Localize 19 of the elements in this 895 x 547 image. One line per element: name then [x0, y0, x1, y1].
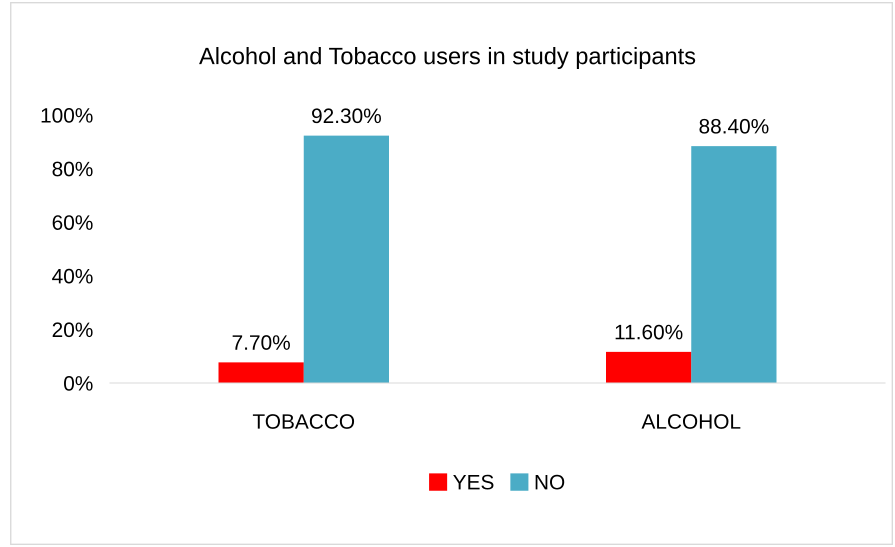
- chart-title: Alcohol and Tobacco users in study participants: [199, 46, 696, 70]
- bar: [691, 146, 776, 383]
- bar: [304, 136, 389, 383]
- y-tick-label: 20%: [52, 322, 93, 338]
- y-tick-label: 60%: [52, 215, 93, 230]
- x-tick-label: ALCOHOL: [642, 414, 740, 429]
- y-tick-label: 40%: [52, 268, 93, 284]
- y-tick-label: 100%: [42, 108, 93, 123]
- y-tick-label: 80%: [52, 162, 93, 176]
- bar: [218, 362, 304, 383]
- legend-label: YES: [453, 474, 494, 490]
- data-label: 92.30%: [312, 108, 381, 124]
- y-tick-label: 0%: [64, 376, 93, 391]
- data-label: 7.70%: [232, 335, 290, 350]
- data-label: 88.40%: [699, 118, 768, 134]
- data-label: 11.60%: [616, 324, 682, 340]
- x-tick-label: TOBACCO: [252, 414, 354, 429]
- legend-label: NO: [536, 474, 564, 490]
- bar: [606, 352, 692, 383]
